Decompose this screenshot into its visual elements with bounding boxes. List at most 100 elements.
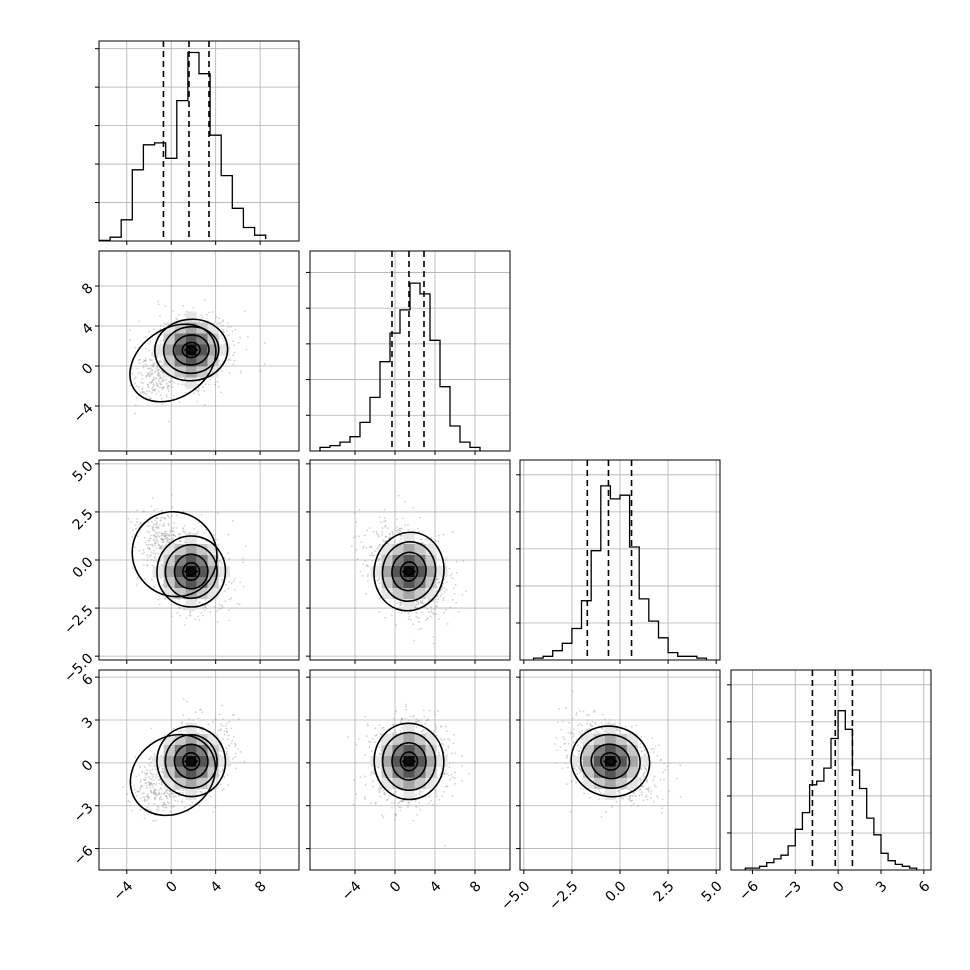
sample-point — [161, 544, 163, 547]
sample-point — [151, 372, 154, 375]
sample-point — [644, 767, 646, 770]
sample-point — [367, 724, 369, 727]
sample-point — [224, 557, 226, 559]
sample-point — [448, 567, 451, 570]
center-marker — [401, 566, 417, 577]
sample-point — [375, 734, 378, 736]
density-content — [310, 460, 510, 660]
axes-frame — [98, 669, 300, 871]
hist-panel-1 — [306, 250, 511, 452]
sample-point — [594, 722, 597, 725]
sample-point — [179, 791, 181, 794]
sample-point — [418, 788, 421, 791]
sample-point — [378, 558, 381, 560]
sample-point — [164, 517, 167, 520]
sample-point — [169, 530, 172, 532]
sample-point — [151, 389, 154, 392]
density-cell — [403, 577, 415, 588]
sample-point — [134, 756, 137, 759]
density-cell — [207, 766, 219, 778]
density-cell — [403, 788, 415, 800]
density-cell — [381, 555, 393, 566]
sample-point — [149, 340, 152, 343]
sample-point — [586, 729, 589, 731]
sample-point — [413, 639, 416, 642]
sample-point — [173, 796, 176, 798]
density-cell — [392, 544, 404, 555]
sample-point — [160, 547, 162, 550]
density-cell — [163, 344, 175, 356]
sample-point — [156, 542, 159, 545]
sample-point — [417, 720, 419, 722]
sample-point — [245, 348, 248, 351]
sample-point — [144, 359, 147, 362]
sample-point — [449, 574, 452, 577]
sample-point — [173, 805, 175, 808]
sample-point — [461, 593, 464, 596]
sample-point — [407, 612, 410, 615]
density-cell — [392, 555, 404, 566]
sample-point — [415, 718, 418, 721]
sample-point — [151, 776, 154, 778]
sample-point — [383, 793, 386, 796]
density-cell — [381, 777, 393, 789]
y-tick-label: −4 — [71, 400, 97, 426]
sample-point — [156, 527, 159, 530]
sample-point — [134, 412, 137, 415]
sample-point — [237, 341, 240, 344]
sample-point — [372, 554, 375, 557]
sample-point — [139, 358, 141, 361]
sample-point — [160, 509, 163, 512]
sample-point — [220, 750, 223, 753]
density-contour — [181, 341, 201, 359]
sample-point — [385, 799, 388, 802]
sample-point — [188, 614, 191, 616]
sample-point — [401, 800, 404, 803]
sample-point — [153, 538, 155, 541]
sample-point — [414, 800, 417, 802]
sample-point — [379, 553, 382, 556]
sample-point — [154, 788, 157, 791]
density-cell — [414, 577, 426, 588]
sample-point — [171, 538, 174, 541]
density-cell — [425, 544, 437, 555]
sample-point — [146, 530, 149, 533]
sample-point — [156, 374, 159, 377]
density-cell — [196, 755, 208, 767]
density-cell — [196, 344, 208, 356]
sample-point — [166, 792, 169, 795]
sample-point — [447, 746, 450, 749]
sample-point — [415, 726, 418, 729]
sample-point — [136, 794, 139, 797]
sample-point — [235, 767, 238, 770]
sample-point — [412, 623, 415, 626]
density-cell — [425, 555, 437, 566]
sample-point — [155, 547, 158, 549]
density-cell — [174, 544, 186, 555]
sample-point — [243, 760, 246, 763]
sample-point — [170, 615, 173, 618]
sample-point — [443, 611, 445, 614]
sample-point — [160, 781, 163, 784]
sample-point — [221, 578, 224, 581]
sample-point — [175, 795, 177, 798]
sample-point — [131, 567, 134, 569]
sample-point — [239, 372, 242, 374]
density-cell — [174, 733, 186, 745]
sample-point — [184, 541, 187, 543]
sample-point — [160, 537, 163, 540]
sample-point — [154, 797, 157, 800]
sample-point — [225, 752, 228, 755]
sample-point — [197, 615, 200, 618]
sample-point — [156, 521, 158, 523]
sample-point — [145, 544, 148, 547]
sample-point — [171, 529, 174, 532]
sample-point — [157, 374, 160, 377]
sample-point — [407, 801, 410, 804]
sample-point — [399, 800, 402, 803]
sample-point — [159, 778, 161, 781]
sample-point — [373, 772, 376, 775]
sample-point — [381, 533, 383, 536]
sample-point — [451, 598, 454, 601]
